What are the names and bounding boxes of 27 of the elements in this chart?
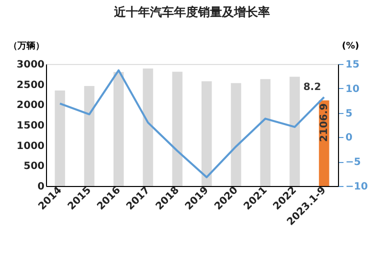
y-axis-title: （万辆） [8, 40, 44, 52]
data-label: 8.2 [303, 82, 322, 94]
y-tick-label: 2000 [16, 100, 45, 112]
y2-axis-title: (%) [342, 42, 360, 52]
y-tick-label: 3000 [16, 60, 45, 70]
y2-tick-label: 0 [346, 132, 352, 144]
y2-tick-label: −5 [346, 157, 361, 168]
y2-tick-label: 5 [346, 108, 352, 120]
bar [84, 86, 94, 186]
y2-tick-label: 10 [346, 84, 360, 95]
bar [113, 72, 124, 186]
y2-tick-label: −10 [346, 182, 368, 192]
y-tick-label: 500 [24, 161, 45, 172]
y-tick-label: 2500 [16, 80, 45, 91]
bar [142, 68, 154, 186]
bar [54, 90, 66, 186]
y2-tick-label: 15 [346, 60, 360, 70]
y-tick-label: 1000 [16, 140, 45, 152]
chart-title: 近十年汽车年度销量及增长率 [113, 5, 270, 19]
data-label: 2106.9 [319, 103, 330, 142]
bar [230, 83, 242, 186]
y-tick-label: 1500 [16, 120, 45, 132]
bar [260, 79, 271, 186]
line-series [58, 69, 326, 178]
bar [172, 72, 182, 186]
bar [202, 81, 212, 186]
bar [290, 76, 300, 186]
